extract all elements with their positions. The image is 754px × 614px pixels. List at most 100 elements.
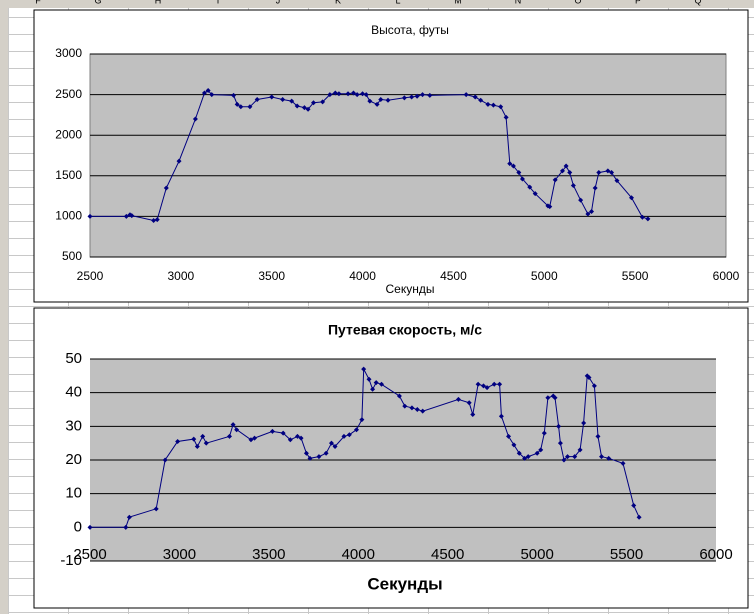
row-header-bar <box>0 0 8 614</box>
data-point <box>327 92 333 98</box>
data-point <box>414 407 420 412</box>
data-point <box>639 214 645 220</box>
plot-area <box>89 53 727 258</box>
data-point <box>123 524 129 530</box>
data-point <box>484 385 490 391</box>
data-point <box>557 440 563 446</box>
data-point <box>605 168 611 174</box>
data-point <box>596 170 602 176</box>
data-point <box>507 161 513 167</box>
data-point <box>396 393 402 399</box>
data-point <box>367 98 373 104</box>
data-point <box>485 101 491 107</box>
data-point <box>252 435 258 441</box>
data-point <box>490 102 496 108</box>
data-point <box>577 447 583 453</box>
column-header: H <box>155 0 162 5</box>
data-point <box>289 98 295 104</box>
data-point <box>578 197 584 203</box>
data-point <box>162 457 168 463</box>
data-point <box>572 454 578 460</box>
data-point <box>556 423 562 429</box>
data-point <box>561 457 567 463</box>
data-point <box>194 444 200 450</box>
data-point <box>534 450 540 456</box>
x-tick-label: 6000 <box>713 269 740 283</box>
data-point <box>345 91 351 97</box>
data-point <box>591 383 597 389</box>
column-header-bar <box>0 0 754 8</box>
data-point <box>301 105 307 111</box>
data-point <box>154 217 160 223</box>
y-tick-label: 2500 <box>55 87 82 101</box>
data-point <box>472 94 478 100</box>
data-point <box>455 396 461 402</box>
data-point <box>359 417 365 423</box>
data-point <box>409 94 415 100</box>
data-point <box>589 209 595 215</box>
data-point <box>360 91 366 97</box>
data-point <box>547 204 553 210</box>
data-point <box>332 444 338 450</box>
column-header: Q <box>694 0 701 5</box>
data-point <box>294 433 300 439</box>
data-point <box>328 440 334 446</box>
data-point <box>522 455 528 461</box>
data-point <box>234 427 240 433</box>
data-point <box>511 442 517 448</box>
data-point <box>585 211 591 217</box>
chart-title: Путевая скорость, м/с <box>328 322 482 338</box>
x-tick-label: 5000 <box>531 269 558 283</box>
data-point <box>320 99 326 105</box>
data-point <box>346 432 352 438</box>
y-tick-label: 1000 <box>55 209 82 223</box>
y-tick-label: 20 <box>65 451 82 468</box>
data-point <box>227 433 233 439</box>
data-point <box>636 514 642 520</box>
data-point <box>620 460 626 466</box>
y-tick-label: -10 <box>60 552 82 569</box>
data-point <box>516 170 522 176</box>
y-tick-label: 0 <box>74 518 82 535</box>
data-point <box>565 454 571 460</box>
column-header: L <box>395 0 400 5</box>
column-header: O <box>574 0 581 5</box>
y-tick-label: 2000 <box>55 127 82 141</box>
x-tick-label: 3000 <box>168 269 195 283</box>
data-point <box>563 163 569 169</box>
x-tick-label: 5500 <box>622 269 649 283</box>
column-header: M <box>454 0 462 5</box>
x-tick-label: 6000 <box>699 546 732 563</box>
data-point <box>151 217 157 223</box>
data-point <box>373 380 379 386</box>
data-point <box>126 514 132 520</box>
data-point <box>248 437 254 443</box>
y-tick-label: 3000 <box>55 46 82 60</box>
data-point <box>176 158 182 164</box>
data-point <box>153 506 159 512</box>
column-header: J <box>276 0 281 5</box>
data-point <box>402 403 408 409</box>
data-point <box>586 375 592 381</box>
data-point <box>466 400 472 406</box>
data-point <box>491 381 497 387</box>
data-point <box>191 436 197 442</box>
data-point <box>379 381 385 387</box>
data-point <box>545 395 551 401</box>
data-point <box>234 101 240 107</box>
data-point <box>385 97 391 103</box>
x-tick-label: 4000 <box>349 269 376 283</box>
data-point <box>631 502 637 508</box>
data-point <box>420 408 426 414</box>
x-tick-label: 2500 <box>73 546 106 563</box>
column-header: I <box>217 0 220 5</box>
data-point <box>470 412 476 418</box>
y-tick-label: 40 <box>65 384 82 401</box>
y-tick-label: 30 <box>65 417 82 434</box>
data-point <box>354 92 360 98</box>
y-tick-label: 10 <box>65 485 82 502</box>
data-point <box>552 395 558 401</box>
data-point <box>123 213 129 219</box>
data-point <box>294 103 300 109</box>
